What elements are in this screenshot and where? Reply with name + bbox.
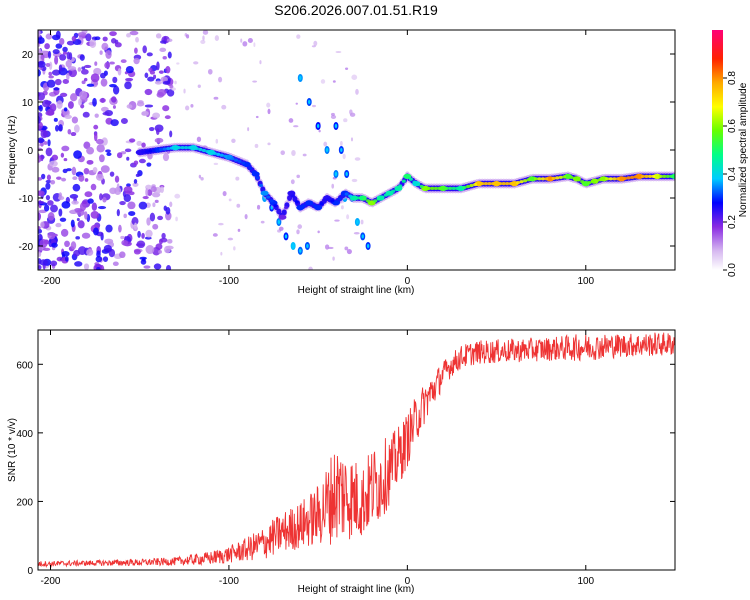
snr-xtick-label: 100 [577,576,594,587]
snr-ytick-label: 600 [16,360,33,371]
colorbar-ticks: 0.0 0.2 0.4 0.6 0.8 [723,71,738,277]
colorbar-tick-label: 0.8 [727,71,738,85]
colorbar-label: Normalized spectral amplitude [738,82,749,217]
spectrogram-ytick-label: -20 [19,242,34,253]
colorbar-gradient [712,30,723,270]
spectrogram-ylabel: Frequency (Hz) [7,116,18,185]
colorbar: 0.0 0.2 0.4 0.6 0.8 Normalized spectral ampl… [712,30,749,277]
snr-xtick-label: -200 [40,576,60,587]
snr-ytick-label: 400 [16,429,33,440]
snr-panel: -200 -100 0 100 0 200 400 600 Height of straigh… [7,329,676,595]
snr-ylabel: SNR (10 * v/v) [7,418,18,482]
snr-ytick-label: 0 [27,566,33,577]
snr-frame [37,329,676,571]
spectrogram-xtick-label: -200 [40,276,60,287]
noise-speckle [38,30,364,270]
figure-title: S206.2026.007.01.51.R19 [274,2,438,18]
snr-ticks: -200 -100 0 100 0 200 400 600 [16,330,675,587]
spectrogram-ytick-label: 20 [22,50,34,61]
snr-plot-area [38,332,675,568]
snr-ytick-label: 200 [16,497,33,508]
spectrogram-xtick-label: -100 [219,276,239,287]
colorbar-tick-label: 0.0 [727,263,738,277]
snr-xtick-label: 0 [405,576,411,587]
spectrogram-xtick-label: 100 [577,276,594,287]
colorbar-tick-label: 0.4 [727,167,738,181]
spectrogram-ytick-label: -10 [19,194,34,205]
branch-0 [297,74,348,202]
spectrogram-xlabel: Height of straight line (km) [298,285,415,296]
spectral-ridge [135,142,675,221]
colorbar-tick-label: 0.2 [727,215,738,229]
spectrogram-ytick-label: 10 [22,98,34,109]
spectrogram-xtick-label: 0 [405,276,411,287]
snr-xtick-label: -100 [219,576,239,587]
snr-xlabel: Height of straight line (km) [298,584,415,595]
spectrogram-plot-area [38,30,675,270]
snr-series-line [38,332,675,568]
spectrogram-ytick-label: 0 [27,146,33,157]
colorbar-tick-label: 0.6 [727,119,738,133]
